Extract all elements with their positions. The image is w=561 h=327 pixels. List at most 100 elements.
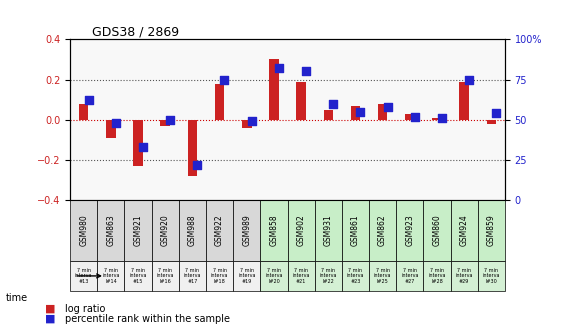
FancyBboxPatch shape	[369, 261, 396, 291]
Text: 7 min
interva
#27: 7 min interva #27	[401, 267, 419, 284]
Text: 7 min
interva
#23: 7 min interva #23	[347, 267, 364, 284]
FancyBboxPatch shape	[179, 261, 206, 291]
FancyBboxPatch shape	[342, 261, 369, 291]
FancyBboxPatch shape	[315, 261, 342, 291]
Text: 7 min
interva
#15: 7 min interva #15	[129, 267, 147, 284]
Bar	[242, 120, 251, 128]
Text: GSM902: GSM902	[297, 215, 306, 247]
Bar	[79, 104, 89, 120]
FancyBboxPatch shape	[233, 200, 260, 261]
Point	[301, 69, 310, 74]
Text: GSM921: GSM921	[134, 215, 142, 247]
Point	[410, 114, 419, 119]
Text: time: time	[6, 293, 27, 302]
FancyBboxPatch shape	[450, 200, 478, 261]
FancyBboxPatch shape	[97, 200, 125, 261]
Text: 7 min
interva
l#25: 7 min interva l#25	[374, 267, 392, 284]
Text: GSM858: GSM858	[269, 215, 278, 247]
Text: 7 min
interva
l#20: 7 min interva l#20	[265, 267, 283, 284]
FancyBboxPatch shape	[260, 200, 288, 261]
Text: GSM920: GSM920	[161, 215, 170, 247]
Text: GSM863: GSM863	[107, 215, 116, 247]
Text: 7 min
interva
l#30: 7 min interva l#30	[482, 267, 500, 284]
Bar	[106, 120, 116, 138]
Bar	[134, 120, 143, 166]
Point	[356, 109, 365, 114]
FancyBboxPatch shape	[125, 200, 151, 261]
Bar	[486, 120, 496, 124]
FancyBboxPatch shape	[97, 261, 125, 291]
Bar	[351, 106, 360, 120]
Bar	[160, 120, 170, 126]
Bar	[215, 84, 224, 120]
FancyBboxPatch shape	[315, 200, 342, 261]
Text: GSM924: GSM924	[459, 215, 468, 247]
Text: GSM861: GSM861	[351, 215, 360, 247]
Text: 7 min
interva
l#28: 7 min interva l#28	[428, 267, 446, 284]
Bar	[187, 120, 197, 176]
Bar	[324, 110, 333, 120]
Bar	[405, 114, 415, 120]
FancyBboxPatch shape	[206, 261, 233, 291]
FancyBboxPatch shape	[70, 200, 97, 261]
FancyBboxPatch shape	[151, 200, 179, 261]
Bar	[296, 81, 306, 120]
Bar	[459, 81, 469, 120]
Point	[274, 66, 283, 71]
Text: 7 min
interva
l#22: 7 min interva l#22	[320, 267, 337, 284]
Text: ■: ■	[45, 304, 56, 314]
FancyBboxPatch shape	[450, 261, 478, 291]
Text: GDS38 / 2869: GDS38 / 2869	[92, 25, 179, 38]
FancyBboxPatch shape	[179, 200, 206, 261]
FancyBboxPatch shape	[424, 200, 450, 261]
Point	[220, 77, 229, 82]
Text: percentile rank within the sample: percentile rank within the sample	[65, 314, 229, 324]
FancyBboxPatch shape	[206, 200, 233, 261]
FancyBboxPatch shape	[260, 261, 288, 291]
Text: 7 min
interva
#13: 7 min interva #13	[75, 267, 93, 284]
Text: GSM859: GSM859	[487, 215, 496, 247]
Text: 7 min
interva
#29: 7 min interva #29	[456, 267, 473, 284]
Text: GSM989: GSM989	[242, 215, 251, 247]
Point	[165, 117, 174, 122]
Bar	[432, 118, 442, 120]
FancyBboxPatch shape	[424, 261, 450, 291]
Point	[111, 120, 120, 126]
FancyBboxPatch shape	[125, 261, 151, 291]
Text: 7 min
interva
#17: 7 min interva #17	[183, 267, 201, 284]
Text: GSM988: GSM988	[188, 215, 197, 247]
Point	[438, 115, 447, 121]
Text: GSM922: GSM922	[215, 215, 224, 247]
Point	[247, 119, 256, 124]
Text: 7 min
interva
l#18: 7 min interva l#18	[211, 267, 228, 284]
FancyBboxPatch shape	[342, 200, 369, 261]
Point	[329, 101, 338, 106]
Text: 7 min
interva
#19: 7 min interva #19	[238, 267, 255, 284]
Text: 7 min
interva
l#16: 7 min interva l#16	[157, 267, 174, 284]
FancyBboxPatch shape	[288, 200, 315, 261]
Point	[139, 145, 148, 150]
FancyBboxPatch shape	[396, 261, 424, 291]
FancyBboxPatch shape	[396, 200, 424, 261]
Text: ■: ■	[45, 314, 56, 324]
Bar	[269, 60, 279, 120]
FancyBboxPatch shape	[233, 261, 260, 291]
FancyBboxPatch shape	[478, 261, 505, 291]
Text: GSM980: GSM980	[79, 215, 88, 247]
Point	[491, 111, 500, 116]
Point	[383, 104, 392, 110]
Text: log ratio: log ratio	[65, 304, 105, 314]
Text: GSM860: GSM860	[433, 215, 442, 247]
Bar	[378, 104, 388, 120]
Text: 7 min
interva
l#14: 7 min interva l#14	[102, 267, 119, 284]
FancyBboxPatch shape	[478, 200, 505, 261]
FancyBboxPatch shape	[369, 200, 396, 261]
Text: GSM923: GSM923	[405, 215, 414, 247]
FancyBboxPatch shape	[151, 261, 179, 291]
Text: 7 min
interva
#21: 7 min interva #21	[292, 267, 310, 284]
Text: GSM931: GSM931	[324, 215, 333, 247]
Point	[193, 162, 202, 167]
FancyBboxPatch shape	[288, 261, 315, 291]
Text: GSM862: GSM862	[378, 215, 387, 247]
FancyBboxPatch shape	[70, 261, 97, 291]
